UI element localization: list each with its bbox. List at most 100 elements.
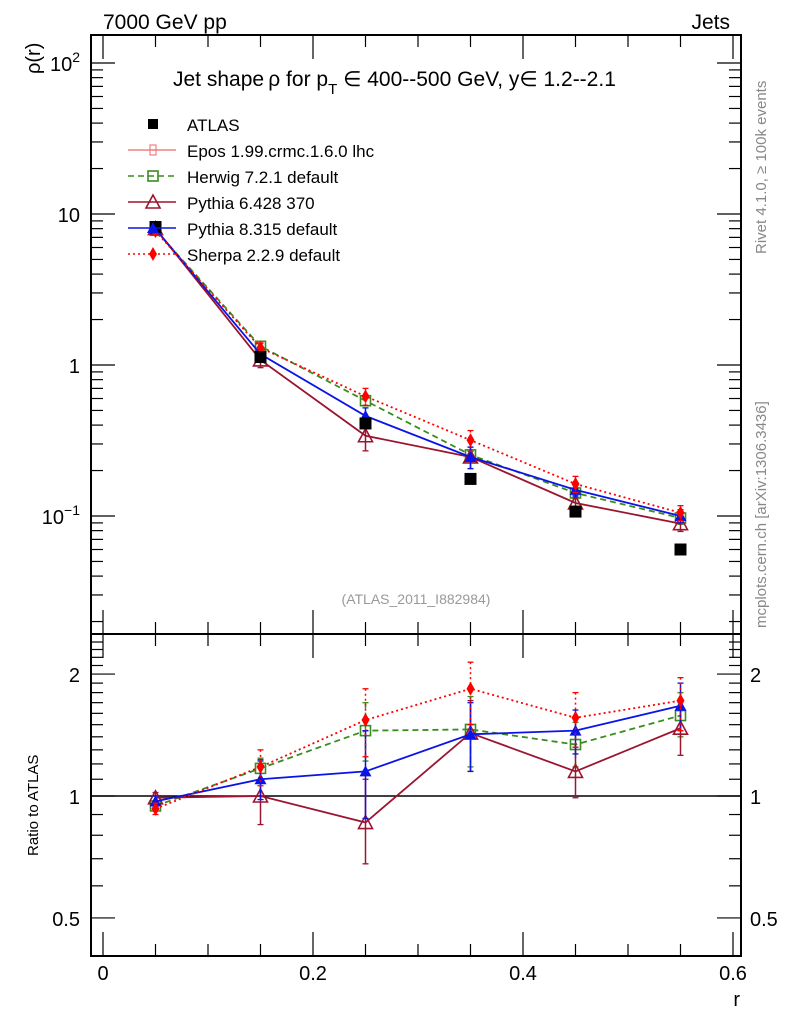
legend-label: Pythia 6.428 370 <box>187 194 315 213</box>
chart-title-pre: Jet shape ρ for p <box>173 68 328 91</box>
data-point <box>571 476 580 491</box>
legend-marker <box>149 247 157 261</box>
ratio-series-line <box>155 727 681 824</box>
legend-item: ATLAS <box>148 116 240 135</box>
data-point <box>357 427 374 443</box>
legend-marker <box>148 144 158 156</box>
data-point <box>672 514 689 531</box>
y-tick-label: 10 <box>58 205 80 227</box>
main-series-layer <box>147 219 689 556</box>
ratio-axes: 0.5 0.5 1 1 2 2 0 0.2 0.4 0.6 <box>52 634 778 985</box>
ratio-y-tick-label-right: 0.5 <box>750 909 778 931</box>
ratio-y-axis-label: Ratio to ATLAS <box>25 755 42 856</box>
ratio-data-point <box>254 773 267 785</box>
y-tick-label: 102 <box>50 49 80 76</box>
series-line <box>154 228 681 517</box>
ratio-y-tick-label-left: 1 <box>69 787 80 809</box>
data-point <box>466 433 475 448</box>
series-pythia-6-428-370 <box>147 219 689 533</box>
ratio-series-sherpa-2-2-9-default <box>151 661 685 816</box>
ratio-data-point <box>361 713 370 728</box>
ratio-data-point <box>464 728 477 740</box>
y-tick-label-exp: −1 <box>64 502 80 518</box>
legend-label: ATLAS <box>187 116 240 135</box>
legend: ATLAS Epos 1.99.crmc.1.6.0 lhc Herwig 7.2.… <box>128 116 375 265</box>
series-line <box>154 230 681 514</box>
data-point <box>359 417 372 430</box>
legend-label: Pythia 8.315 default <box>187 220 338 239</box>
x-tick-label: 0.6 <box>719 963 747 985</box>
series-herwig-7-2-1-default <box>149 224 687 526</box>
ratio-data-point <box>569 724 582 736</box>
legend-marker <box>144 193 162 209</box>
ratio-data-point <box>151 801 160 816</box>
analysis-watermark: (ATLAS_2011_I882984) <box>342 591 491 607</box>
ratio-series-layer <box>147 661 689 865</box>
ratio-data-point <box>676 693 685 708</box>
rivet-label: Rivet 4.1.0, ≥ 100k events <box>753 81 770 254</box>
y-tick-label-base: 1 <box>69 356 80 378</box>
legend-label: Epos 1.99.crmc.1.6.0 lhc <box>187 142 375 161</box>
legend-item: Herwig 7.2.1 default <box>128 168 338 187</box>
x-tick-label: 0.4 <box>509 963 537 985</box>
data-point <box>464 450 477 462</box>
legend-item: Sherpa 2.2.9 default <box>128 246 340 265</box>
ratio-data-point <box>567 762 584 779</box>
chart-title: Jet shape ρ for pT ∈ 400--500 GeV, y∈ 1.… <box>173 68 616 98</box>
x-axis-label: r <box>733 989 740 1011</box>
data-point <box>464 472 477 485</box>
series-pythia-8-315-default <box>149 223 687 524</box>
series-line <box>154 228 681 525</box>
legend-marker <box>147 170 159 182</box>
mcplots-label: mcplots.cern.ch [arXiv:1306.3436] <box>753 401 770 628</box>
ratio-series-line <box>155 704 681 803</box>
x-tick-label: 0.2 <box>299 963 327 985</box>
data-point <box>254 350 267 363</box>
data-point <box>361 389 370 404</box>
data-point <box>674 543 687 556</box>
ratio-data-point <box>359 765 372 777</box>
ratio-series-line <box>155 687 681 810</box>
y-tick-label-base: 10 <box>58 205 80 227</box>
series-sherpa-2-2-9-default <box>151 224 685 522</box>
series-atlas <box>149 221 687 556</box>
chart-title-sub: T <box>328 81 337 98</box>
ratio-series-line <box>155 714 681 807</box>
y-tick-label: 10−1 <box>42 502 80 529</box>
ratio-y-tick-label-right: 1 <box>750 787 761 809</box>
legend-label: Sherpa 2.2.9 default <box>187 246 340 265</box>
ratio-data-point <box>252 787 269 803</box>
ratio-data-point <box>256 759 265 774</box>
x-tick-label: 0 <box>97 963 108 985</box>
ratio-data-point <box>571 710 580 725</box>
y-tick-label-base: 10 <box>50 54 72 76</box>
ratio-series-herwig-7-2-1-default <box>149 691 687 812</box>
series-line <box>154 229 681 519</box>
y-tick-label: 1 <box>69 356 80 378</box>
main-y-axis-label: ρ(r) <box>23 43 45 74</box>
y-tick-label-exp: 2 <box>72 49 80 65</box>
legend-item: Pythia 6.428 370 <box>128 193 315 213</box>
header-right-label: Jets <box>691 11 730 34</box>
data-point <box>569 505 582 518</box>
ratio-series-pythia-8-315-default <box>149 682 687 820</box>
ratio-panel-frame <box>90 633 742 957</box>
header-left-label: 7000 GeV pp <box>103 11 227 34</box>
ratio-y-tick-label-left: 0.5 <box>52 909 80 931</box>
ratio-series-pythia-6-428-370 <box>147 699 689 865</box>
legend-label: Herwig 7.2.1 default <box>187 168 338 187</box>
ratio-y-tick-label-right: 2 <box>750 665 761 687</box>
legend-marker <box>148 119 158 129</box>
chart-title-post: ∈ 400--500 GeV, y∈ 1.2--2.1 <box>337 68 616 91</box>
ratio-data-point <box>466 681 475 696</box>
legend-item: Epos 1.99.crmc.1.6.0 lhc <box>128 142 375 161</box>
ratio-data-point <box>672 719 689 736</box>
ratio-y-tick-label-left: 2 <box>69 665 80 687</box>
legend-marker <box>147 222 159 233</box>
data-point <box>676 505 685 520</box>
y-tick-label-base: 10 <box>42 507 64 529</box>
ratio-data-point <box>357 813 374 830</box>
legend-item: Pythia 8.315 default <box>128 220 338 239</box>
